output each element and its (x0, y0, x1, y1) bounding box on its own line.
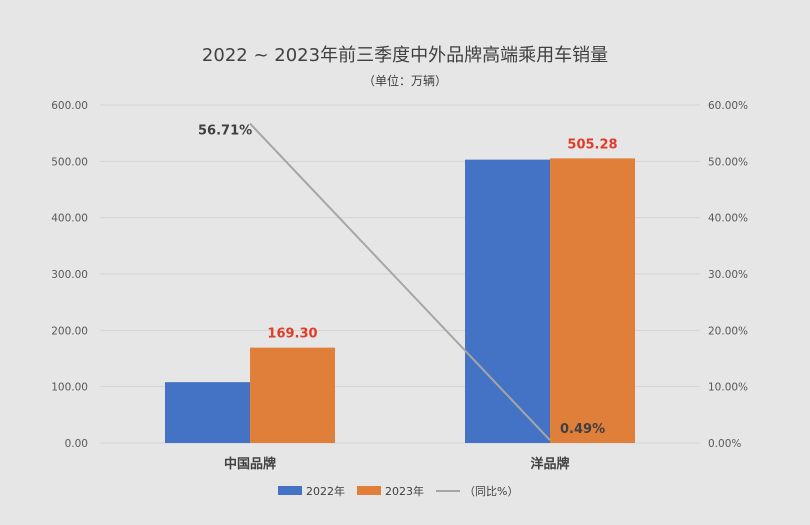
bar (550, 158, 635, 443)
category-label: 中国品牌 (224, 456, 276, 472)
category-labels: 中国品牌 洋品牌 (224, 456, 570, 472)
data-labels: 169.30 505.28 56.71% 0.49% (198, 124, 618, 438)
legend-label: 2023年 (385, 484, 424, 498)
right-tick-label: 40.00% (708, 213, 748, 225)
right-tick-label: 10.00% (708, 382, 748, 394)
right-axis: 0.00% 10.00% 20.00% 30.00% 40.00% 50.00% 60.00… (708, 100, 748, 450)
left-tick-label: 400.00 (51, 213, 88, 225)
right-tick-label: 50.00% (708, 156, 748, 168)
category-label: 洋品牌 (530, 456, 569, 472)
bar-value-label: 169.30 (267, 327, 317, 342)
left-axis: 0.00 100.00 200.00 300.00 400.00 500.00 600.00 (51, 100, 88, 450)
chart-subtitle: （单位：万辆） (363, 73, 447, 88)
bar (165, 382, 250, 443)
line-value-label: 56.71% (198, 124, 252, 139)
bars (165, 158, 635, 444)
right-tick-label: 0.00% (708, 438, 741, 450)
yoy-line-path (249, 122, 551, 441)
left-tick-label: 300.00 (51, 269, 88, 281)
bar (250, 347, 335, 443)
left-tick-label: 200.00 (51, 325, 88, 337)
right-tick-label: 30.00% (708, 269, 748, 281)
left-tick-label: 0.00 (65, 438, 88, 450)
right-tick-label: 60.00% (708, 100, 748, 112)
legend-label: 2022年 (306, 484, 345, 498)
right-tick-label: 20.00% (708, 325, 748, 337)
bar (465, 159, 550, 444)
legend-swatch (278, 486, 302, 495)
yoy-line (249, 122, 551, 441)
legend-swatch (357, 486, 381, 495)
bar-value-label: 505.28 (567, 137, 617, 152)
left-tick-label: 500.00 (51, 156, 88, 168)
legend-label: （同比%） (464, 485, 518, 498)
chart-title: 2022 ~ 2023年前三季度中外品牌高端乘用车销量 (202, 45, 608, 66)
legend: 2022年 2023年 （同比%） (278, 484, 518, 498)
left-tick-label: 100.00 (51, 382, 88, 394)
left-tick-label: 600.00 (51, 100, 88, 112)
line-value-label: 0.49% (560, 422, 605, 437)
